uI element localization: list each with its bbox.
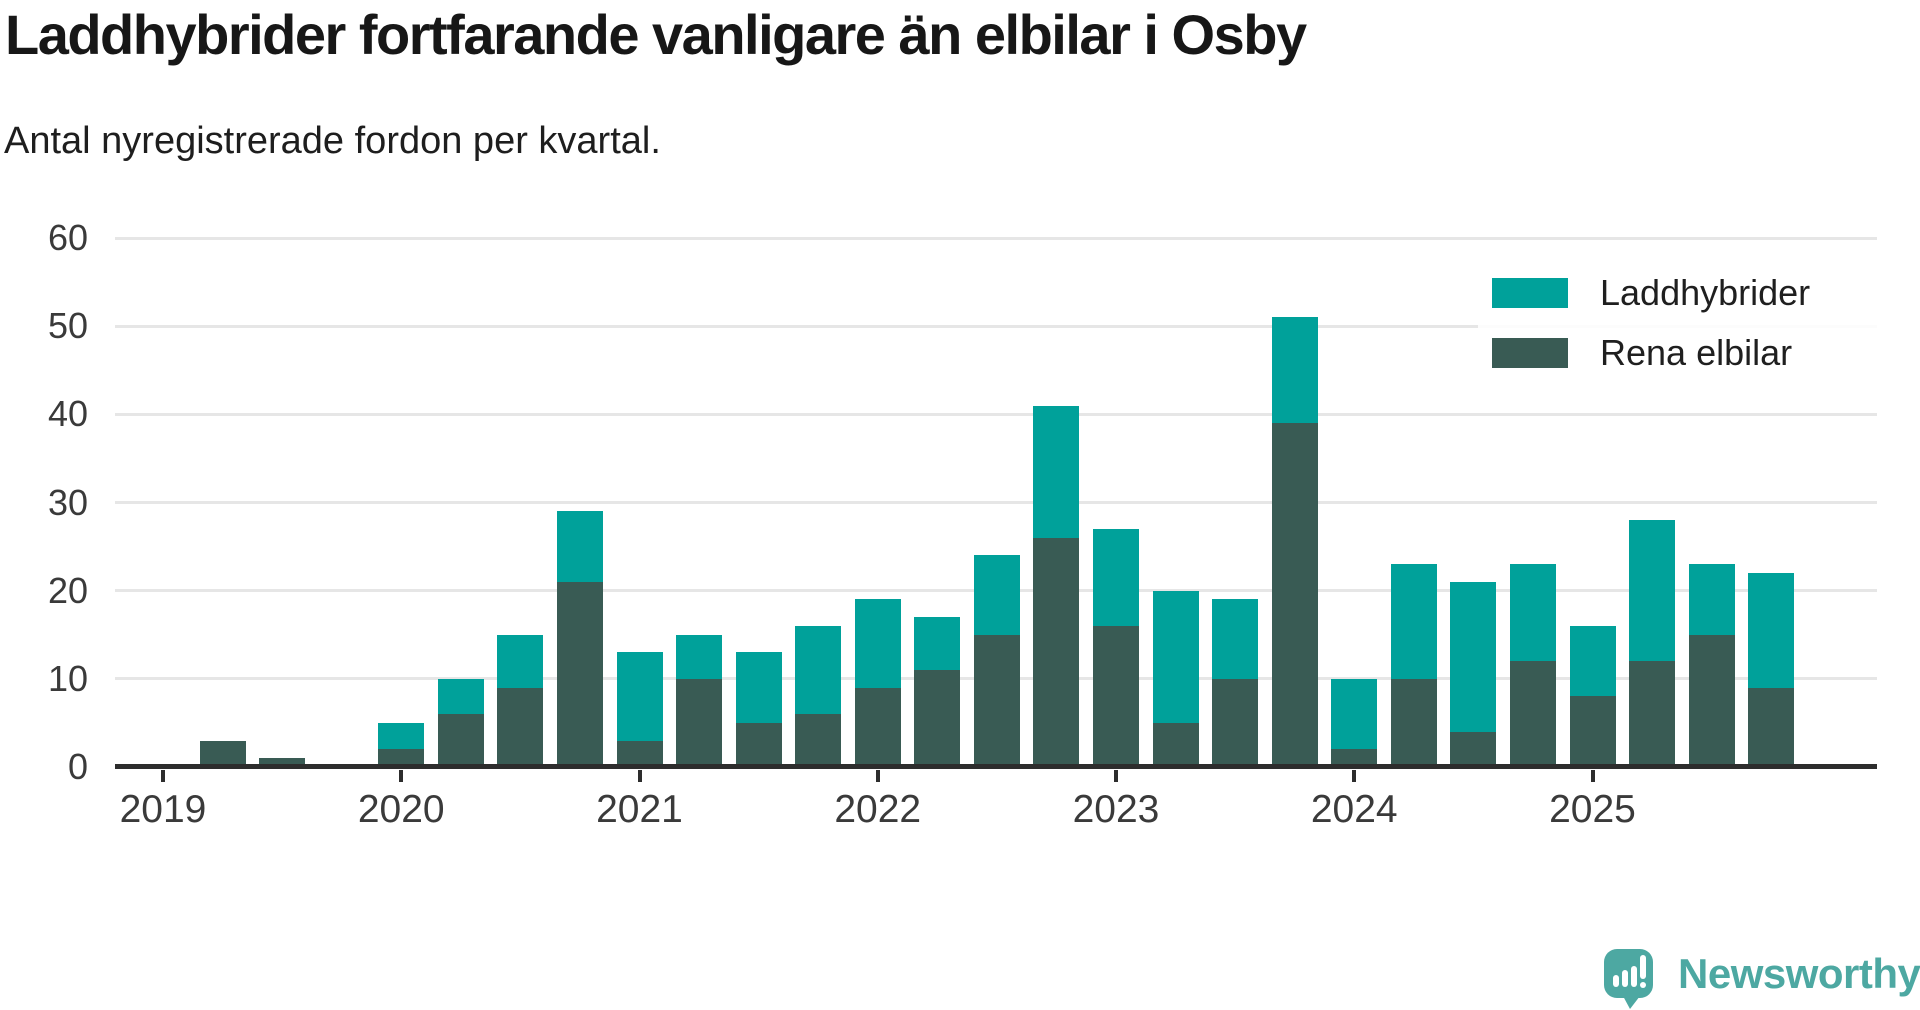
legend-label-laddhybrider: Laddhybrider xyxy=(1600,272,1811,313)
x-axis-label-2021: 2021 xyxy=(596,788,683,831)
bar-2022Q2-rena-elbilar xyxy=(914,670,960,767)
y-axis-label-50: 50 xyxy=(47,305,88,347)
y-axis-label-40: 40 xyxy=(47,393,88,435)
x-axis-label-2022: 2022 xyxy=(834,788,922,831)
x-axis-tick-2024 xyxy=(1352,770,1357,782)
bar-2021Q1-rena-elbilar xyxy=(617,740,663,767)
bar-2020Q2-rena-elbilar xyxy=(438,714,484,767)
bar-2023Q1-rena-elbilar xyxy=(1093,625,1139,767)
bar-2025Q2-laddhybrider xyxy=(1629,520,1675,662)
bar-2024Q4-laddhybrider xyxy=(1510,564,1556,662)
y-axis-label-30: 30 xyxy=(47,481,88,523)
bar-2021Q1-laddhybrider xyxy=(617,652,663,741)
bar-2025Q4-laddhybrider xyxy=(1748,573,1794,688)
newsworthy-brand: Newsworthy xyxy=(1602,944,1920,1010)
chart-subtitle: Antal nyregistrerade fordon per kvartal. xyxy=(4,120,661,162)
x-axis-line xyxy=(115,764,1877,769)
bar-2023Q2-rena-elbilar xyxy=(1153,722,1199,767)
bar-2021Q4-rena-elbilar xyxy=(795,714,841,767)
x-axis-label-2023: 2023 xyxy=(1072,788,1160,831)
newsworthy-brand-name: Newsworthy xyxy=(1678,950,1920,997)
x-axis-label-2025: 2025 xyxy=(1549,788,1636,831)
bar-2024Q2-laddhybrider xyxy=(1391,564,1437,679)
bar-2020Q2-laddhybrider xyxy=(438,678,484,715)
bar-2024Q1-rena-elbilar xyxy=(1331,749,1377,767)
bar-2022Q3-rena-elbilar xyxy=(974,634,1020,767)
bar-2020Q4-laddhybrider xyxy=(557,511,603,582)
x-axis-tick-2019 xyxy=(161,770,165,782)
bar-2025Q3-laddhybrider xyxy=(1689,564,1735,635)
legend-label-rena-elbilar: Rena elbilar xyxy=(1600,332,1793,373)
legend-swatch-rena-elbilar xyxy=(1492,338,1568,368)
legend-item-rena-elbilar: Rena elbilar xyxy=(1492,332,1882,373)
bar-2021Q3-rena-elbilar xyxy=(736,722,782,767)
x-axis-tick-2022 xyxy=(875,770,880,782)
bar-2020Q4-rena-elbilar xyxy=(557,581,603,767)
bar-2019Q2-rena-elbilar xyxy=(200,740,246,767)
y-axis-label-20: 20 xyxy=(47,569,88,611)
y-axis-label-60: 60 xyxy=(47,217,88,258)
bar-2025Q1-rena-elbilar xyxy=(1570,696,1616,767)
bar-2025Q4-rena-elbilar xyxy=(1748,687,1794,767)
bar-2020Q1-laddhybrider xyxy=(378,722,424,750)
bar-2022Q2-laddhybrider xyxy=(914,617,960,670)
x-axis-label-2024: 2024 xyxy=(1310,788,1398,831)
x-axis-tick-2025 xyxy=(1590,770,1595,782)
bar-2023Q2-laddhybrider xyxy=(1153,590,1199,723)
newsworthy-logo-icon xyxy=(1604,949,1653,1009)
bar-2022Q4-rena-elbilar xyxy=(1033,537,1079,767)
legend-swatch-laddhybrider xyxy=(1492,278,1568,308)
bar-2023Q3-rena-elbilar xyxy=(1212,678,1258,767)
x-axis-label-2020: 2020 xyxy=(357,788,445,831)
bar-2021Q4-laddhybrider xyxy=(795,625,841,715)
bar-2023Q1-laddhybrider xyxy=(1093,528,1139,626)
bar-2025Q1-laddhybrider xyxy=(1570,625,1616,697)
bar-2023Q4-rena-elbilar xyxy=(1272,423,1318,767)
y-axis-label-0: 0 xyxy=(67,746,88,787)
bar-2024Q3-laddhybrider xyxy=(1450,581,1496,732)
chart-title: Laddhybrider fortfarande vanligare än el… xyxy=(5,3,1307,66)
gridline-50 xyxy=(115,324,1877,328)
bar-2023Q3-laddhybrider xyxy=(1212,599,1258,679)
bar-2025Q3-rena-elbilar xyxy=(1689,634,1735,767)
bar-2022Q1-rena-elbilar xyxy=(855,687,901,767)
gridline-60 xyxy=(115,236,1877,240)
y-axis-label-10: 10 xyxy=(47,657,88,699)
bar-2021Q3-laddhybrider xyxy=(736,652,782,723)
bar-2022Q3-laddhybrider xyxy=(974,555,1020,635)
bar-2024Q4-rena-elbilar xyxy=(1510,661,1556,767)
bar-2019Q3-rena-elbilar xyxy=(259,758,305,767)
bar-2022Q1-laddhybrider xyxy=(855,599,901,688)
x-axis-tick-2020 xyxy=(399,770,404,782)
bar-2023Q4-laddhybrider xyxy=(1272,317,1318,424)
gridline-40 xyxy=(115,412,1877,416)
bar-2020Q3-rena-elbilar xyxy=(497,687,543,767)
bar-2024Q1-laddhybrider xyxy=(1331,678,1377,750)
bar-2022Q4-laddhybrider xyxy=(1033,405,1079,538)
bar-2021Q2-rena-elbilar xyxy=(676,678,722,767)
bar-2024Q3-rena-elbilar xyxy=(1450,731,1496,767)
bar-2020Q1-rena-elbilar xyxy=(378,749,424,767)
bar-2021Q2-laddhybrider xyxy=(676,634,722,679)
legend-item-laddhybrider: Laddhybrider xyxy=(1492,272,1882,313)
x-axis-tick-2021 xyxy=(637,770,642,782)
x-axis-label-2019: 2019 xyxy=(119,788,207,831)
gridline-30 xyxy=(115,501,1877,504)
x-axis-tick-2023 xyxy=(1114,770,1118,782)
bar-2020Q3-laddhybrider xyxy=(497,634,543,688)
bar-2024Q2-rena-elbilar xyxy=(1391,678,1437,767)
legend: Laddhybrider Rena elbilar xyxy=(1478,266,1882,382)
bar-2025Q2-rena-elbilar xyxy=(1629,661,1675,767)
